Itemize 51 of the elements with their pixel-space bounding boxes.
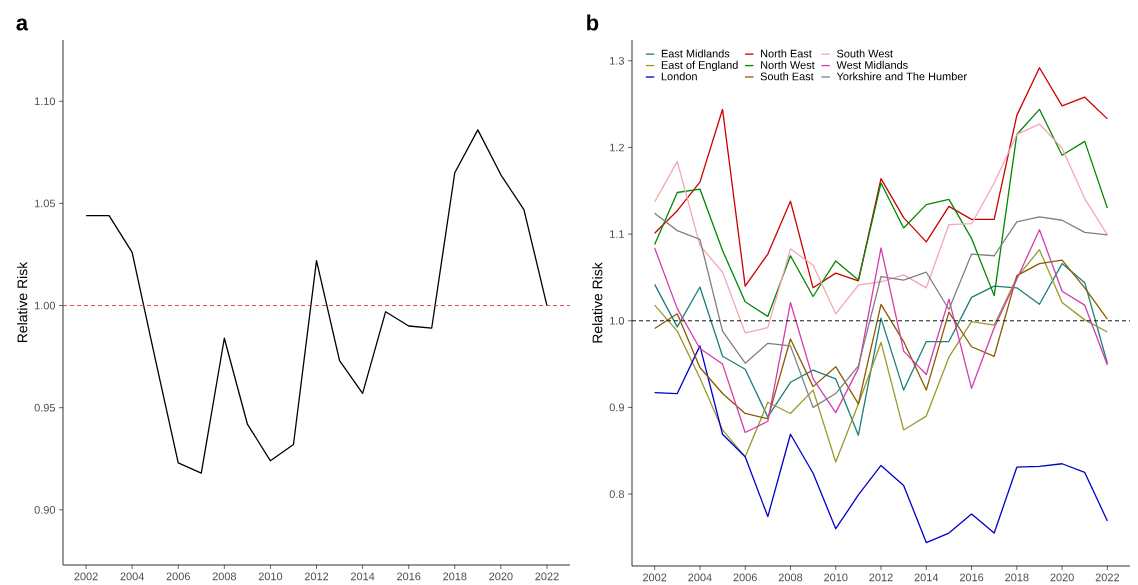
x-tick-label: 2016: [397, 572, 421, 581]
y-tick-label: 1.0: [610, 317, 625, 325]
y-tick-label: 1.10: [34, 97, 56, 106]
x-tick-label: 2018: [443, 572, 467, 581]
line-series: [653, 345, 1109, 544]
y-tick-label: 0.90: [34, 506, 56, 514]
x-tick-label: 2006: [733, 573, 757, 582]
legend-label: Yorkshire and The Humber: [836, 72, 967, 81]
x-tick-label: 2010: [258, 572, 283, 581]
x-tick-label: 2012: [869, 573, 893, 582]
x-tick-label: 2020: [489, 572, 513, 581]
y-tick-label: 1.3: [610, 57, 624, 65]
chart-title: b: [587, 14, 599, 31]
legend-label: West Midlands: [836, 61, 908, 70]
x-tick-label: 2002: [643, 573, 667, 582]
x-tick-label: 2016: [959, 573, 984, 582]
chart-title: a: [16, 18, 29, 31]
y-axis-title: Relative Risk: [17, 262, 28, 343]
legend-label: South West: [837, 49, 893, 58]
x-tick-label: 2022: [1095, 573, 1120, 582]
x-tick-label: 2008: [212, 572, 237, 581]
line-series: [85, 129, 548, 474]
legend-label: East Midlands: [661, 49, 730, 58]
y-tick-label: 1.2: [610, 143, 624, 152]
x-tick-label: 2010: [824, 573, 848, 582]
y-tick-label: 1.1: [610, 230, 624, 239]
x-tick-label: 2004: [688, 573, 712, 582]
x-tick-label: 2006: [166, 572, 190, 581]
legend-label: East of England: [661, 61, 738, 72]
legend-label: London: [661, 72, 697, 81]
x-tick-label: 2018: [1005, 573, 1029, 582]
x-tick-label: 2014: [350, 572, 375, 581]
legend-label: South East: [760, 72, 814, 81]
y-tick-label: 0.95: [34, 404, 56, 412]
y-tick-label: 1.05: [34, 199, 56, 208]
line-series: [653, 249, 1109, 463]
x-tick-label: 2002: [74, 572, 98, 581]
x-tick-label: 2020: [1050, 573, 1074, 582]
x-tick-label: 2022: [535, 572, 559, 581]
y-tick-label: 0.8: [609, 490, 624, 499]
y-tick-label: 0.9: [609, 403, 624, 412]
line-series: [653, 212, 1109, 409]
x-tick-label: 2014: [914, 573, 939, 582]
y-tick-label: 1.00: [34, 301, 56, 310]
x-tick-label: 2004: [120, 572, 144, 581]
y-axis-title: Relative Risk: [592, 262, 603, 343]
x-tick-label: 2008: [778, 573, 803, 582]
x-tick-label: 2012: [304, 572, 329, 581]
legend-label: North West: [761, 61, 815, 70]
line-series: [653, 229, 1109, 434]
legend-label: North East: [761, 49, 812, 58]
